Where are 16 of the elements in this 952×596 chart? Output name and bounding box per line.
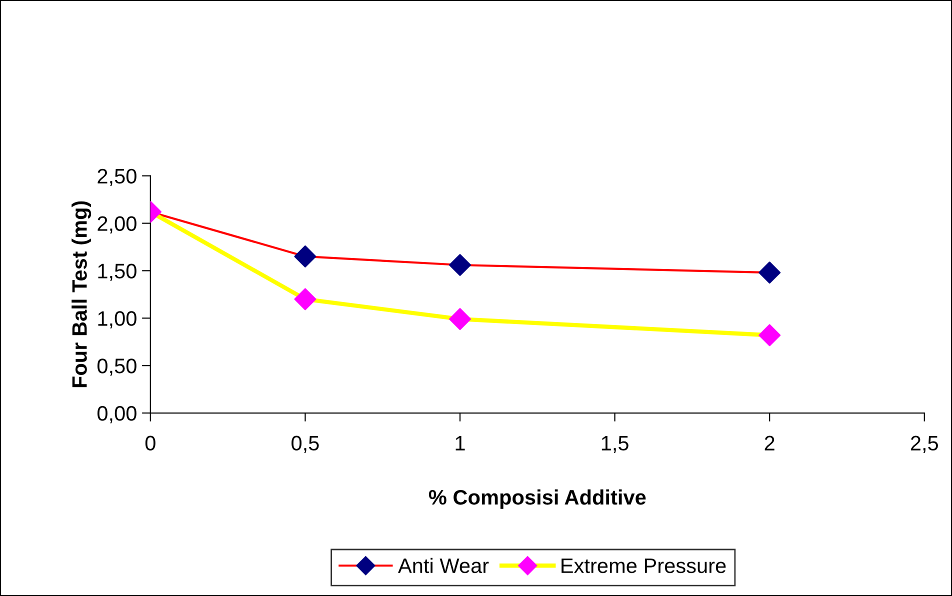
- y-tick-label: 2,00: [98, 216, 136, 234]
- y-axis-title: Four Ball Test (mg): [72, 201, 92, 388]
- y-tick-label: 1,00: [98, 311, 136, 328]
- x-axis-title: % Composisi Additive: [428, 489, 646, 509]
- y-tick-label: 0,00: [97, 406, 136, 424]
- x-tick-label: 1: [456, 436, 465, 450]
- legend-label: Extreme Pressure: [562, 558, 726, 574]
- legend-label: Anti Wear: [398, 558, 489, 574]
- x-tick-label: 1,5: [602, 436, 628, 454]
- x-tick-label: 0: [145, 436, 156, 451]
- y-tick-label: 2,50: [98, 168, 136, 186]
- x-tick-label: 2,5: [910, 436, 938, 454]
- y-tick-label: 1,50: [98, 264, 136, 281]
- x-tick-label: 0,5: [292, 436, 319, 454]
- y-tick-label: 0,50: [97, 358, 136, 376]
- x-tick-label: 2: [764, 436, 774, 450]
